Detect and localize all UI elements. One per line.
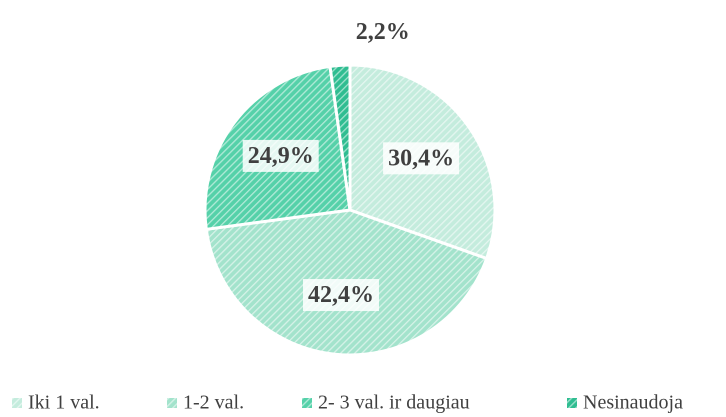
- data-label: 2,2%: [356, 19, 410, 45]
- legend-swatch: [167, 398, 177, 408]
- data-label-bg: [302, 279, 379, 312]
- data-label-bg: [350, 16, 415, 49]
- legend-swatch: [12, 398, 22, 408]
- legend-swatch: [567, 398, 577, 408]
- data-label: 42,4%: [308, 282, 374, 308]
- legend-label: 2- 3 val. ir daugiau: [318, 392, 470, 414]
- data-label-bg: [383, 142, 460, 175]
- pie-slice: [328, 63, 352, 211]
- data-label-bg: [242, 139, 319, 172]
- data-label: 30,4%: [388, 145, 454, 171]
- legend-label: 1-2 val.: [183, 392, 244, 414]
- legend-label: Nesinaudoja: [583, 392, 683, 414]
- legend-label: Iki 1 val.: [28, 392, 100, 414]
- legend-swatch: [302, 398, 312, 408]
- data-label: 24,9%: [248, 143, 314, 169]
